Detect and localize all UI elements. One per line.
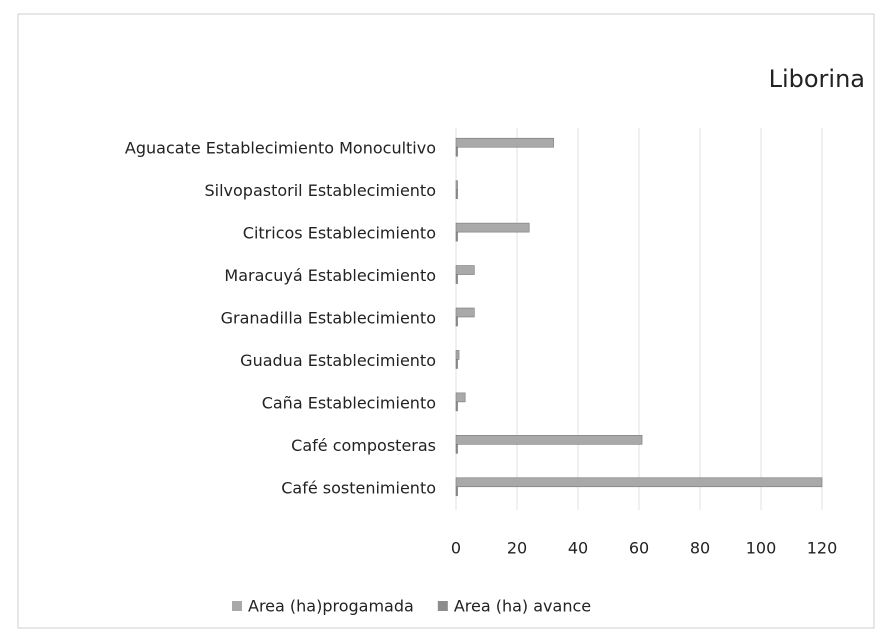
x-tick-label: 40 <box>568 539 588 558</box>
x-tick-label: 0 <box>451 539 461 558</box>
chart-title: Liborina <box>769 65 865 93</box>
y-tick-label: Café composteras <box>291 436 436 455</box>
x-tick-label: 120 <box>807 539 838 558</box>
x-tick-label: 20 <box>507 539 527 558</box>
bar <box>455 231 458 242</box>
chart-frame <box>17 13 875 629</box>
y-tick-label: Caña Establecimiento <box>262 393 436 412</box>
bar <box>455 146 458 157</box>
bar <box>455 189 458 199</box>
bar <box>455 265 475 275</box>
legend-swatch <box>437 601 448 611</box>
bar <box>455 274 458 284</box>
y-tick-label: Guadua Establecimiento <box>240 351 436 370</box>
bar <box>455 444 458 454</box>
bar <box>455 350 460 360</box>
bar <box>455 137 554 148</box>
legend-swatch <box>232 601 242 611</box>
y-tick-label: Café sostenimiento <box>281 478 436 497</box>
bar <box>455 316 458 327</box>
bar <box>455 359 458 369</box>
legend-label: Area (ha) avance <box>454 597 591 616</box>
bar <box>455 435 643 445</box>
x-tick-label: 100 <box>746 539 777 558</box>
bar <box>455 222 530 233</box>
bar <box>455 477 823 488</box>
y-tick-label: Maracuyá Establecimiento <box>224 266 436 285</box>
y-tick-label: Silvopastoril Establecimiento <box>204 181 436 200</box>
bar <box>455 180 458 190</box>
bar <box>455 307 475 318</box>
y-tick-label: Granadilla Establecimiento <box>221 309 436 328</box>
bar <box>455 486 458 497</box>
x-tick-label: 60 <box>629 539 649 558</box>
bar <box>455 401 458 412</box>
bar <box>455 392 466 403</box>
y-tick-label: Aguacate Establecimiento Monocultivo <box>125 139 436 158</box>
x-tick-label: 80 <box>690 539 710 558</box>
legend-label: Area (ha)progamada <box>248 597 414 616</box>
y-tick-label: Citricos Establecimiento <box>243 224 436 243</box>
